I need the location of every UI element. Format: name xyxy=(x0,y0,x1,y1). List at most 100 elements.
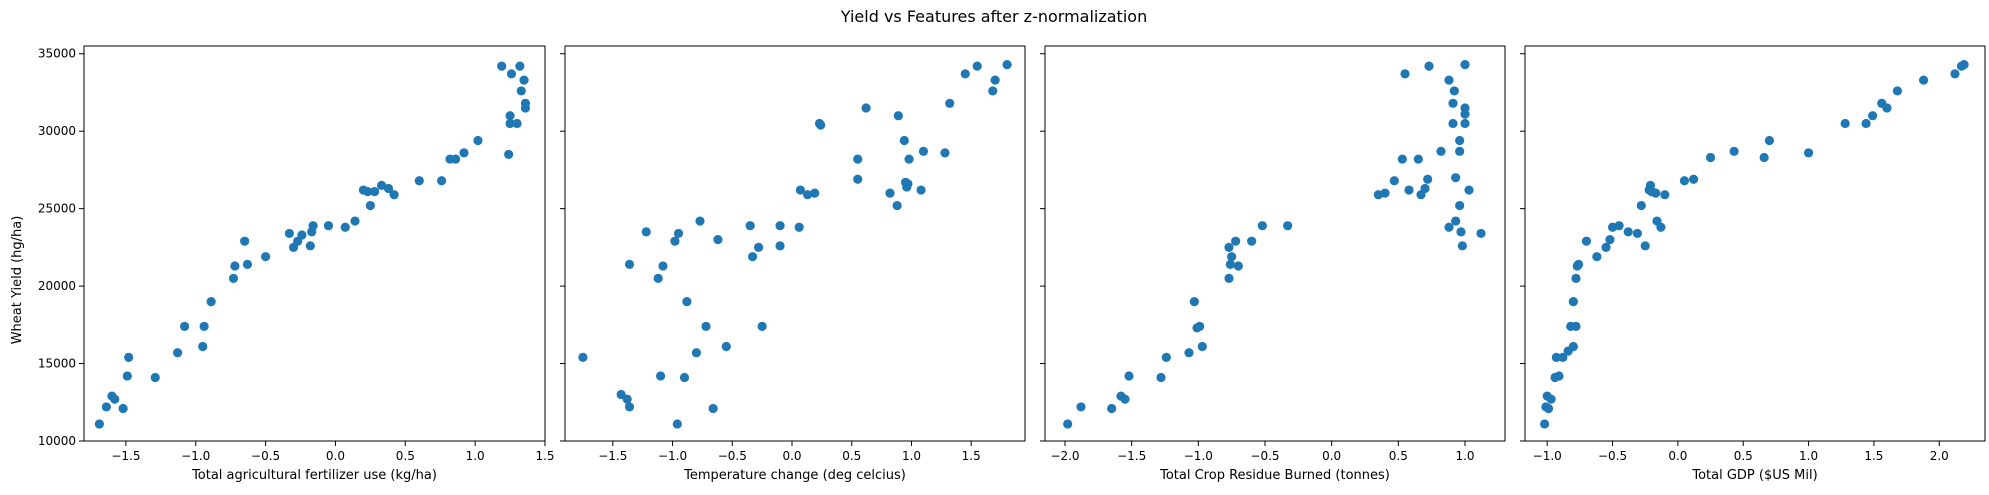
data-point xyxy=(1558,352,1568,362)
x-axis-label: Total GDP ($US Mil) xyxy=(1691,468,1817,483)
data-point xyxy=(1444,222,1454,232)
data-point xyxy=(988,86,998,96)
x-tick-label: 1.0 xyxy=(902,449,921,463)
data-point xyxy=(1581,236,1592,246)
data-point xyxy=(853,154,863,164)
x-tick-label: −1.0 xyxy=(181,449,210,463)
data-point xyxy=(389,190,399,200)
data-point xyxy=(745,221,755,231)
data-point xyxy=(940,148,950,158)
data-point xyxy=(658,261,668,271)
x-tick-label: −1.0 xyxy=(1184,449,1213,463)
data-point xyxy=(122,371,132,381)
data-point xyxy=(362,187,373,197)
data-point xyxy=(1227,252,1237,262)
data-point xyxy=(1449,86,1459,96)
data-point xyxy=(512,118,522,129)
x-axis-label: Total agricultural fertilizer use (kg/ha… xyxy=(191,468,437,483)
data-point xyxy=(1882,103,1892,113)
data-point xyxy=(1424,61,1434,71)
y-tick-label: 10000 xyxy=(38,434,76,448)
data-point xyxy=(679,372,690,383)
data-point xyxy=(473,135,483,146)
y-tick-label: 15000 xyxy=(38,357,76,371)
data-point xyxy=(1918,75,1929,85)
data-point xyxy=(578,352,588,362)
data-point xyxy=(1546,394,1556,404)
data-point xyxy=(437,176,447,186)
data-point xyxy=(747,252,758,262)
data-point xyxy=(284,228,294,239)
x-tick-label: 0.5 xyxy=(1389,449,1408,463)
data-point xyxy=(505,111,515,121)
data-point xyxy=(670,236,680,246)
subplot-4: −1.0 −0.5 0.0 0.5 1.0 1.5 2.0 Total GDP ($US Mi… xyxy=(1520,45,1986,483)
x-tick-label: 1.0 xyxy=(1799,449,1818,463)
data-point xyxy=(960,69,970,79)
data-point xyxy=(1540,419,1550,429)
data-point xyxy=(516,86,526,96)
data-point xyxy=(1231,236,1241,246)
data-point xyxy=(972,61,982,71)
x-tick-label: −1.5 xyxy=(598,449,627,463)
data-point xyxy=(1124,371,1134,381)
data-point xyxy=(1436,146,1446,156)
y-tick-label: 30000 xyxy=(38,124,76,138)
x-tick-label: 0.0 xyxy=(1322,449,1341,463)
data-point xyxy=(1107,403,1117,414)
data-point xyxy=(369,187,380,197)
data-point xyxy=(228,273,239,283)
data-point xyxy=(641,227,651,237)
data-point xyxy=(505,118,515,129)
data-point xyxy=(1451,216,1461,226)
data-point xyxy=(101,402,111,412)
data-point xyxy=(1420,183,1430,194)
data-point xyxy=(1950,69,1960,79)
data-point xyxy=(230,261,240,271)
data-point xyxy=(240,236,250,246)
data-point xyxy=(308,221,318,231)
data-point xyxy=(1002,59,1012,70)
data-point xyxy=(150,372,160,383)
data-point xyxy=(1568,296,1578,307)
data-point xyxy=(504,149,514,160)
data-point xyxy=(757,321,767,331)
x-tick-label: −1.0 xyxy=(1533,449,1562,463)
data-point xyxy=(622,394,632,404)
data-point xyxy=(1455,146,1465,156)
data-point xyxy=(672,419,682,429)
data-point xyxy=(1803,148,1814,158)
data-point xyxy=(1551,352,1561,362)
x-tick-label: 1.0 xyxy=(466,449,485,463)
x-tick-label: −0.5 xyxy=(718,449,747,463)
data-point xyxy=(1257,221,1267,231)
data-point xyxy=(1632,228,1642,239)
data-point xyxy=(1413,154,1423,164)
x-tick-label: −0.5 xyxy=(251,449,280,463)
data-point xyxy=(1464,185,1474,195)
x-tick-label: −1.5 xyxy=(1117,449,1146,463)
shared-y-axis-label: Wheat Yield (hg/ha) xyxy=(10,216,25,345)
data-point xyxy=(1397,154,1407,164)
data-point xyxy=(1601,242,1611,252)
data-point xyxy=(624,402,635,412)
x-tick-label: −2.0 xyxy=(1050,449,1079,463)
x-tick-label: 1.0 xyxy=(1455,449,1474,463)
data-point xyxy=(1729,146,1739,156)
data-point xyxy=(1423,174,1433,184)
data-point xyxy=(1460,109,1470,119)
data-point xyxy=(1161,352,1171,362)
data-point xyxy=(885,188,895,198)
data-point xyxy=(1840,118,1850,129)
data-point xyxy=(1861,118,1871,129)
data-point xyxy=(497,61,507,71)
data-point xyxy=(655,371,666,381)
data-point xyxy=(1543,403,1554,414)
data-point xyxy=(1224,273,1234,283)
data-point xyxy=(1448,118,1458,129)
x-axis-label: Temperature change (deg celcius) xyxy=(683,468,906,483)
data-point xyxy=(695,216,705,226)
data-point xyxy=(1868,111,1878,121)
data-point xyxy=(853,174,863,184)
